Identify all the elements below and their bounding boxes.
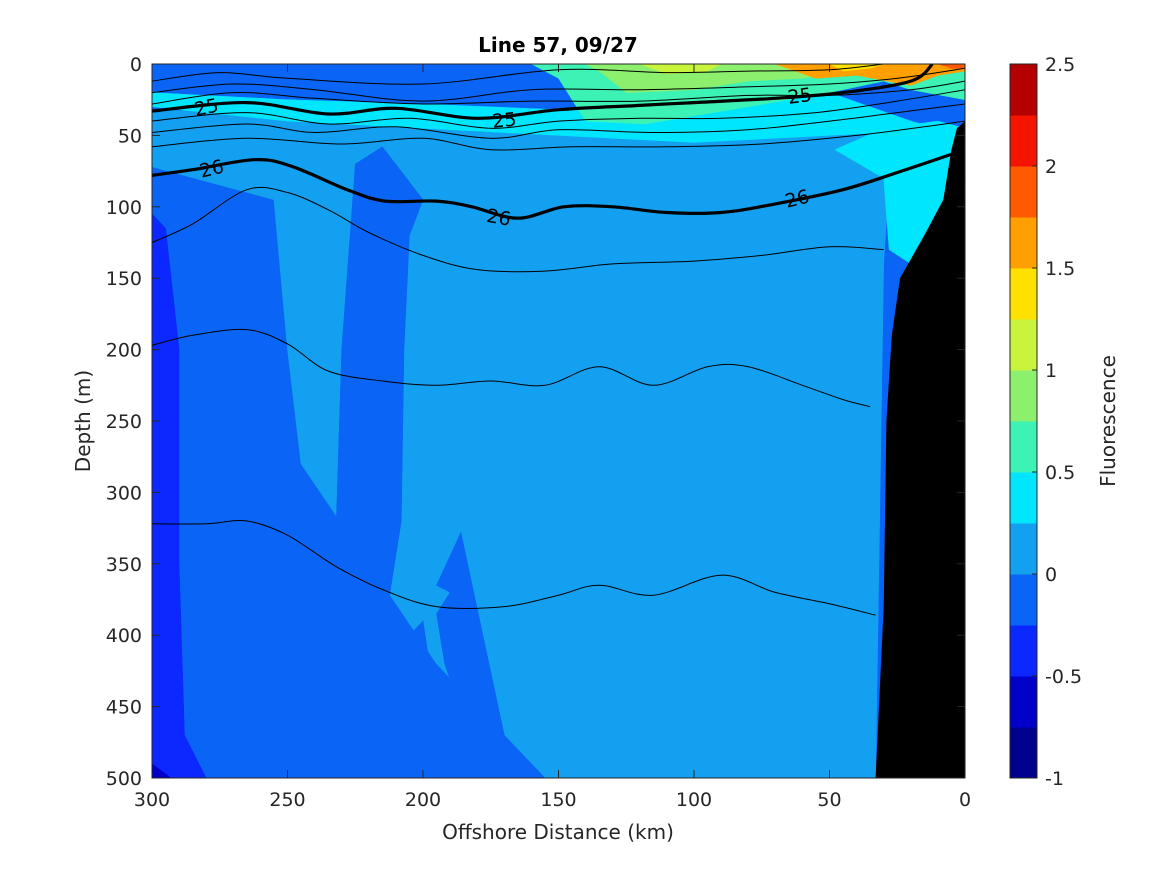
density-contour-2 — [152, 64, 884, 85]
fill-region-8 — [152, 763, 172, 778]
y-tick-label: 350 — [106, 554, 142, 576]
colorbar-segment-7 — [1010, 421, 1037, 473]
colorbar-segment-5 — [1010, 523, 1037, 575]
density-contour-8 — [152, 120, 965, 151]
colorbar-segment-2 — [1010, 676, 1037, 728]
colorbar-segment-10 — [1010, 268, 1037, 320]
y-axis: 0 50 100 150 200 250 300 350 400 450 500 — [106, 54, 965, 790]
colorbar-segment-3 — [1010, 625, 1037, 677]
density-contour-thick-9 — [152, 148, 965, 220]
y-tick-label: 400 — [106, 625, 142, 647]
x-tick-label: 0 — [959, 789, 971, 811]
colorbar-tick-label: -1 — [1045, 768, 1064, 790]
fill-region-6 — [336, 146, 424, 607]
colorbar-segment-11 — [1010, 217, 1037, 269]
density-contour-thick-5 — [152, 64, 934, 120]
x-axis-title: Offshore Distance (km) — [442, 820, 674, 844]
y-tick-label: 250 — [106, 411, 142, 433]
x-tick-label: 250 — [269, 789, 305, 811]
x-tick-label: 200 — [405, 789, 441, 811]
x-tick-label: 100 — [676, 789, 712, 811]
contour-label-3: 25 — [786, 84, 813, 109]
colorbar-tick-label: 1.5 — [1045, 258, 1075, 280]
y-tick-label: 450 — [106, 697, 142, 719]
y-tick-label: 500 — [106, 768, 142, 790]
y-tick-label: 300 — [106, 482, 142, 504]
colorbar-segment-8 — [1010, 370, 1037, 422]
fill-region-9 — [152, 92, 965, 143]
bathymetry-layer — [875, 121, 965, 778]
colorbar-tick-label: 0 — [1045, 564, 1057, 586]
density-contour-7 — [152, 103, 965, 139]
density-contour-11 — [152, 328, 871, 408]
contour-label-5: 26 — [485, 205, 513, 231]
density-contour-10 — [152, 186, 884, 273]
x-tick-label: 50 — [817, 789, 841, 811]
fill-region-7 — [152, 213, 207, 778]
colorbar: 2.5 2 1.5 1 0.5 0 -0.5 -1 — [1009, 54, 1082, 790]
x-axis: 300 250 200 150 100 50 0 — [134, 64, 971, 811]
colorbar-tick-label: 1 — [1045, 360, 1057, 382]
colorbar-segment-12 — [1010, 166, 1037, 218]
colorbar-tick-label: 2.5 — [1045, 54, 1075, 76]
x-tick-label: 300 — [134, 789, 170, 811]
chart-title: Line 57, 09/27 — [478, 33, 638, 57]
fill-regions — [152, 64, 965, 778]
y-tick-label: 150 — [106, 268, 142, 290]
y-tick-label: 200 — [106, 340, 142, 362]
colorbar-segment-4 — [1010, 574, 1037, 626]
colorbar-segment-1 — [1010, 727, 1037, 779]
fill-region-14 — [775, 64, 965, 86]
density-contour-12 — [152, 520, 876, 616]
colorbar-tick-label: 0.5 — [1045, 462, 1075, 484]
x-tick-label: 150 — [540, 789, 576, 811]
colorbar-frame — [1009, 63, 1038, 779]
density-contour-3 — [152, 67, 965, 102]
contour-label-text: 25 — [192, 95, 220, 122]
density-contour-4 — [152, 80, 965, 105]
y-tick-label: 100 — [106, 197, 142, 219]
contour-label-text: 26 — [485, 205, 513, 231]
y-tick-label: 0 — [130, 54, 142, 76]
colorbar-title: Fluorescence — [1096, 355, 1120, 487]
density-contour-6 — [152, 89, 965, 129]
bathymetry-seafloor — [875, 121, 965, 778]
fill-region-13 — [639, 64, 722, 75]
fill-region-4 — [436, 531, 546, 778]
contour-label-2: 25 — [491, 109, 517, 133]
colorbar-segment-14 — [1010, 64, 1037, 116]
y-tick-label: 50 — [118, 125, 142, 147]
y-axis-title: Depth (m) — [71, 370, 95, 472]
colorbar-tick-label: -0.5 — [1045, 666, 1082, 688]
contour-label-text: 25 — [786, 84, 813, 109]
fill-region-3 — [544, 149, 876, 778]
colorbar-segment-9 — [1010, 319, 1037, 371]
colorbar-segment-6 — [1010, 472, 1037, 524]
fill-region-16 — [937, 64, 965, 69]
fill-region-5 — [387, 620, 435, 729]
fill-region-17 — [206, 64, 342, 73]
contour-label-text: 25 — [491, 109, 517, 133]
density-contours — [152, 64, 965, 616]
contour-label-1: 25 — [192, 95, 220, 122]
colorbar-tick-label: 2 — [1045, 156, 1057, 178]
colorbar-segment-13 — [1010, 115, 1037, 167]
